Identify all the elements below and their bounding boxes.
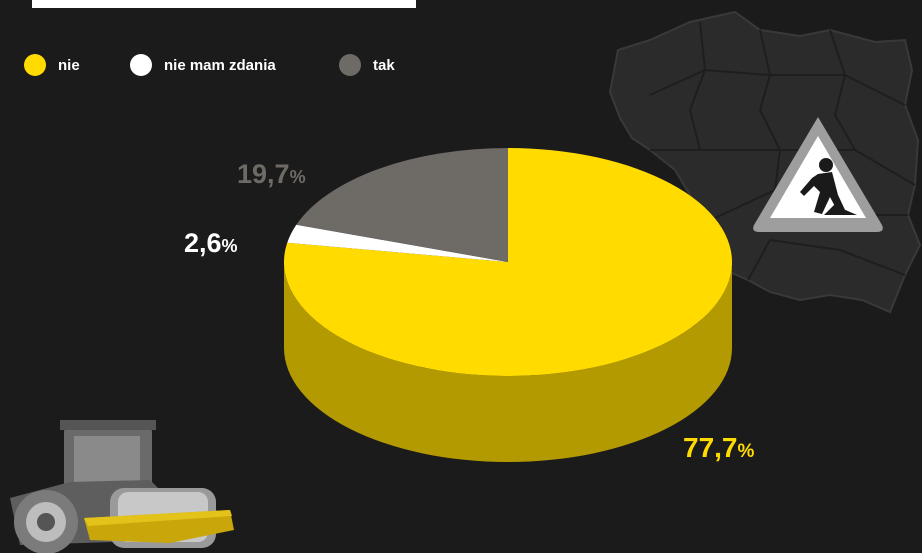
pie-chart (283, 148, 732, 462)
data-label-nie-unit: % (738, 441, 755, 462)
legend-item-tak: tak (339, 54, 395, 76)
road-roller-icon (10, 420, 234, 553)
poland-map-icon (608, 10, 922, 314)
legend-label-tak: tak (373, 56, 395, 74)
legend-swatch-nie-mam-zdania (130, 54, 152, 76)
title-banner (32, 0, 416, 8)
data-label-nie: 77,7% (683, 432, 755, 463)
legend-swatch-tak (339, 54, 361, 76)
data-label-nie-number: 77,7 (683, 432, 738, 463)
legend-item-nie-mam-zdania: nie mam zdania (130, 54, 339, 76)
legend-item-nie: nie (24, 54, 130, 76)
data-label-tak-unit: % (290, 167, 306, 187)
legend-label-nie: nie (58, 56, 80, 74)
legend-label-nie-mam-zdania: nie mam zdania (164, 56, 276, 74)
pie-slice-nie-mam-zdania (287, 224, 508, 262)
data-label-nie-mam-zdania-number: 2,6 (184, 228, 222, 258)
chart-legend: nie nie mam zdania tak (24, 52, 395, 78)
pie-slice-tak (296, 148, 508, 262)
legend-swatch-nie (24, 54, 46, 76)
data-label-nie-mam-zdania: 2,6% (184, 228, 238, 258)
data-label-tak-number: 19,7 (237, 159, 290, 189)
data-label-tak: 19,7% (237, 159, 306, 189)
pie-side-nie (284, 262, 732, 462)
road-works-sign-icon (753, 117, 883, 232)
data-label-nie-mam-zdania-unit: % (222, 236, 238, 256)
